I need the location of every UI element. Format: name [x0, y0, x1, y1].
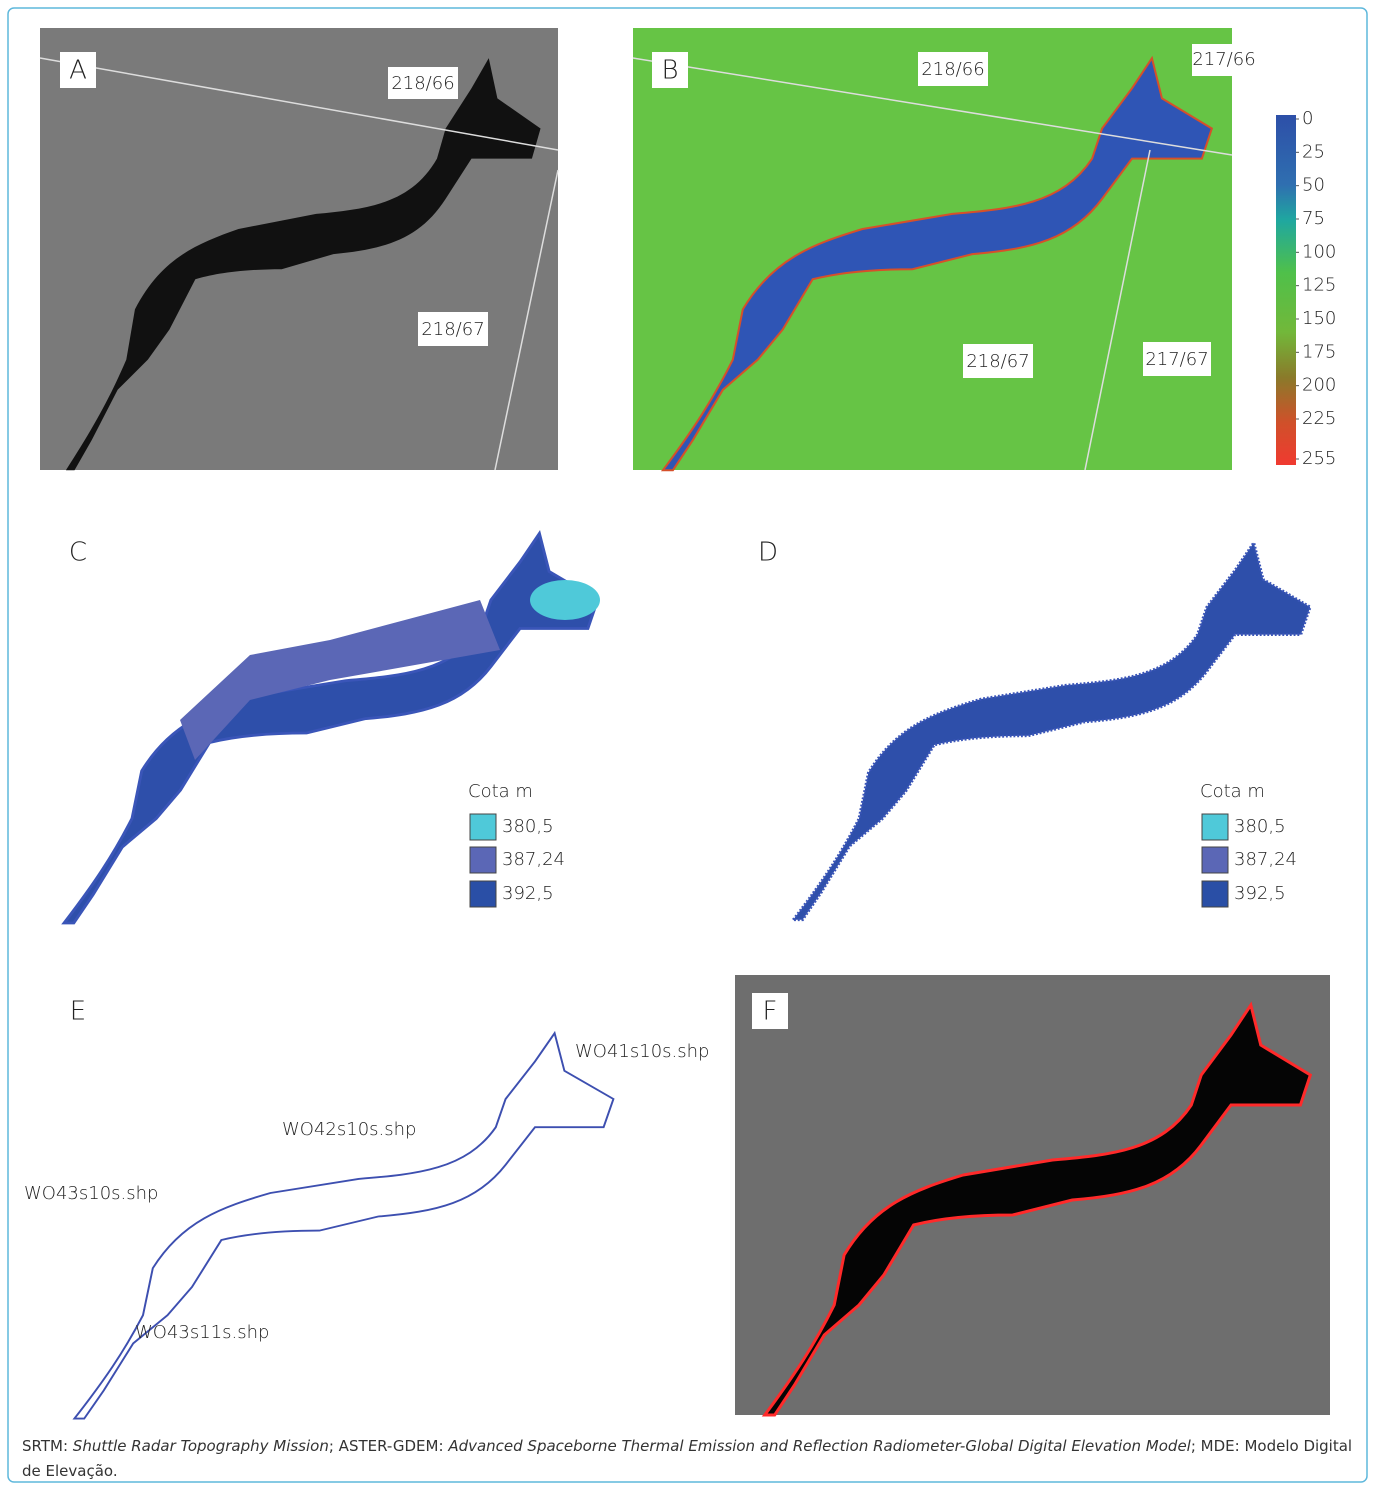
figure: A 218/66 218/67 B 218/66 217/66 218/67 2…	[0, 0, 1375, 1490]
legend-item: 380,5	[1234, 816, 1286, 837]
legend-swatch	[1202, 881, 1228, 907]
footnote-text: Shuttle Radar Topography Mission	[73, 1437, 329, 1455]
legend-title: Cota m	[1200, 781, 1265, 802]
tile-label: 218/66	[921, 59, 984, 80]
reservoir-zone	[530, 580, 600, 620]
panel-a: A 218/66 218/67	[40, 28, 558, 470]
colorbar-tick-label: 175	[1302, 341, 1336, 362]
panel-letter: F	[763, 997, 778, 1027]
panel-d: D Cota m 380,5 387,24 392,5	[758, 538, 1310, 920]
panel-letter: C	[69, 538, 87, 568]
legend-swatch	[1202, 814, 1228, 840]
panel-letter: A	[69, 56, 87, 86]
footnote-text: SRTM:	[22, 1437, 68, 1455]
colorbar-tick-label: 100	[1302, 241, 1336, 262]
tile-label: 218/67	[421, 319, 484, 340]
colorbar	[1276, 115, 1296, 465]
footnote: SRTM: Shuttle Radar Topography Mission; …	[22, 1434, 1357, 1484]
panel-letter: B	[661, 56, 678, 86]
tile-label: 218/66	[391, 73, 454, 94]
footnote-text: ; ASTER-GDEM:	[329, 1437, 444, 1455]
legend-item: 392,5	[1234, 883, 1286, 904]
tile-label: 217/67	[1145, 349, 1208, 370]
shoreline	[74, 1033, 613, 1418]
panel-f: F	[735, 975, 1330, 1415]
reservoir	[793, 543, 1310, 920]
footnote-text: Advanced Spaceborne Thermal Emission and…	[448, 1437, 1191, 1455]
file-label: WO43s10s.shp	[24, 1183, 158, 1204]
legend-title: Cota m	[468, 781, 533, 802]
file-label: WO41s10s.shp	[575, 1041, 709, 1062]
legend-item: 392,5	[502, 883, 554, 904]
panel-e: E WO41s10s.shp WO42s10s.shp WO43s10s.shp…	[24, 997, 709, 1419]
colorbar-tick-label: 150	[1302, 308, 1336, 329]
figure-canvas: A 218/66 218/67 B 218/66 217/66 218/67 2…	[0, 0, 1375, 1490]
legend-item: 387,24	[1234, 849, 1297, 870]
panel-letter: E	[70, 997, 86, 1027]
legend-item: 387,24	[502, 849, 565, 870]
file-label: WO42s10s.shp	[282, 1119, 416, 1140]
file-label: WO43s11s.shp	[135, 1322, 269, 1343]
colorbar-tick-label: 125	[1302, 275, 1336, 296]
colorbar-tick-label: 75	[1302, 208, 1325, 229]
colorbar-tick-label: 0	[1302, 108, 1313, 129]
colorbar-ticks: 0 25 50 75 100 125 150 175 200 225 255	[1296, 108, 1336, 469]
colorbar-tick-label: 225	[1302, 408, 1336, 429]
colorbar-tick-label: 255	[1302, 448, 1336, 469]
colorbar-tick-label: 25	[1302, 141, 1325, 162]
legend-swatch	[470, 847, 496, 873]
legend-swatch	[1202, 847, 1228, 873]
tile-label: 217/66	[1192, 49, 1255, 70]
panel-b: B 218/66 217/66 218/67 217/67 0 25 50 75 100…	[633, 28, 1336, 470]
legend-item: 380,5	[502, 816, 554, 837]
colorbar-tick-label: 200	[1302, 375, 1336, 396]
panel-c: C Cota m 380,5 387,24 392,5	[64, 534, 600, 924]
legend-swatch	[470, 881, 496, 907]
tile-label: 218/67	[966, 351, 1029, 372]
colorbar-tick-label: 50	[1302, 175, 1325, 196]
legend-swatch	[470, 814, 496, 840]
panel-letter: D	[758, 538, 778, 568]
